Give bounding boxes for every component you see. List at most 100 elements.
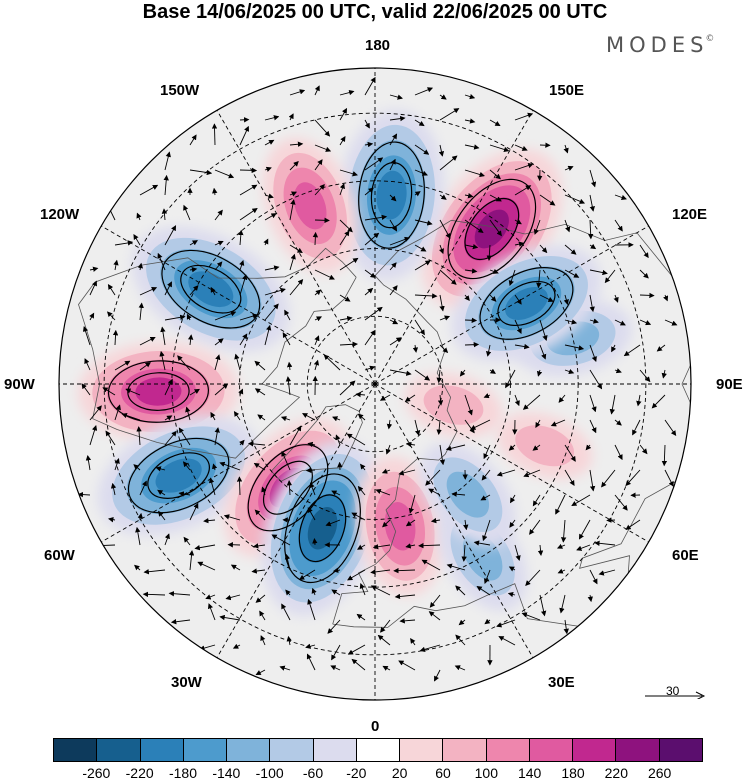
wind-arrow (507, 591, 516, 598)
wind-arrow (364, 287, 374, 296)
wind-arrow (464, 394, 473, 416)
wind-arrow (589, 569, 598, 585)
wind-arrow (233, 410, 241, 421)
wind-arrow (445, 444, 466, 451)
wind-arrow (514, 343, 530, 350)
wind-arrow (614, 494, 628, 511)
wind-arrow (564, 368, 575, 375)
wind-arrow (314, 159, 323, 171)
wind-arrow (470, 419, 491, 430)
wind-arrow (461, 544, 467, 562)
wind-arrow (339, 169, 358, 177)
colorbar-swatch (183, 739, 228, 761)
wind-arrow (412, 344, 419, 353)
wind-arrow (178, 491, 191, 497)
wind-arrow (77, 491, 91, 498)
wind-arrow (160, 326, 166, 346)
wind-arrow (614, 319, 626, 326)
wind-arrow (614, 219, 623, 232)
wind-arrow (381, 468, 391, 474)
wind-arrow (636, 394, 642, 407)
wind-arrow (339, 257, 359, 271)
wind-arrow (255, 594, 266, 603)
wind-arrow (439, 315, 451, 321)
wind-arrow (161, 208, 168, 221)
wind-arrow (414, 419, 421, 436)
wind-arrow (564, 244, 577, 255)
wind-arrow (408, 494, 416, 514)
reference-vector-arrow (645, 691, 706, 699)
wind-arrow (389, 319, 399, 325)
wind-arrow (289, 160, 299, 171)
wind-arrow (339, 294, 351, 302)
wind-arrow (288, 113, 294, 121)
colorbar-swatch (659, 739, 702, 761)
label-90w: 90W (4, 376, 35, 393)
wind-arrow (664, 419, 677, 437)
wind-arrow (414, 219, 433, 226)
wind-arrow (439, 94, 447, 100)
contour-line (262, 460, 313, 515)
wind-arrow (331, 490, 341, 496)
wind-arrow (289, 89, 306, 96)
wind-arrow (489, 194, 502, 202)
wind-arrow (385, 444, 391, 455)
wind-arrow (205, 594, 216, 600)
wind-arrow (410, 637, 416, 646)
colorbar-tick-label: -100 (255, 765, 284, 781)
colorbar-swatch (616, 739, 660, 761)
wind-arrow (625, 519, 641, 530)
wind-arrow (564, 219, 571, 233)
wind-arrow (302, 413, 316, 421)
wind-arrow (428, 488, 441, 496)
wind-arrow (464, 118, 476, 124)
contour-line (464, 197, 520, 260)
wind-arrow (414, 87, 434, 96)
wind-arrow (537, 544, 544, 556)
wind-arrow (347, 644, 366, 655)
wind-arrow (339, 315, 353, 322)
anomaly-high-11 (496, 412, 593, 479)
wind-arrow (498, 636, 516, 646)
wind-arrow (389, 219, 398, 232)
wind-arrow (639, 269, 649, 279)
wind-arrow (182, 461, 191, 471)
wind-arrow (159, 350, 166, 371)
colorbar-tick-label: 100 (474, 765, 499, 781)
wind-arrow (532, 444, 541, 451)
wind-arrow (289, 244, 303, 253)
wind-arrow (382, 665, 391, 671)
wind-arrow (364, 187, 374, 196)
wind-arrow (239, 125, 249, 146)
wind-arrow (405, 519, 416, 527)
wind-arrow (164, 430, 177, 446)
wind-arrow (332, 416, 341, 422)
wind-arrow (560, 519, 567, 543)
reference-vector-label: 30 (666, 684, 680, 698)
colorbar-tick-label: -260 (82, 765, 111, 781)
wind-arrow (327, 619, 341, 634)
wind-arrow (263, 238, 269, 246)
wind-arrow (223, 514, 241, 521)
wind-arrow (393, 567, 416, 574)
wind-arrow (399, 618, 416, 624)
wind-arrow (194, 544, 216, 551)
wind-arrow (389, 194, 397, 202)
wind-arrow (289, 191, 298, 197)
meridian-line (101, 383, 376, 543)
wind-arrow (594, 540, 616, 546)
wind-arrow (114, 360, 131, 371)
wind-arrow (89, 266, 99, 272)
wind-arrow (305, 467, 316, 473)
wind-arrow (89, 312, 95, 321)
wind-arrow (282, 332, 291, 346)
wind-arrow (280, 416, 291, 422)
colorbar-swatch (356, 739, 401, 761)
wind-arrow (522, 394, 541, 410)
wind-arrow (614, 368, 622, 374)
wind-arrow (389, 94, 403, 100)
wind-arrow (428, 611, 441, 621)
anomaly-low-5 (97, 415, 260, 536)
wind-arrow (236, 476, 243, 496)
wind-arrow (564, 165, 574, 171)
